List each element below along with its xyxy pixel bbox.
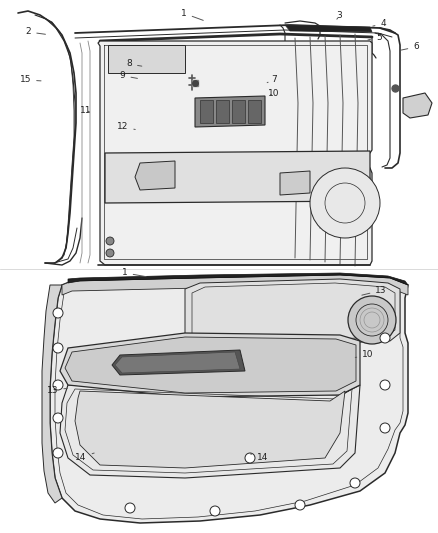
Polygon shape (60, 333, 360, 397)
Text: 2: 2 (26, 28, 46, 36)
Text: 13: 13 (47, 386, 67, 394)
Text: 13: 13 (362, 286, 387, 295)
Polygon shape (42, 285, 62, 503)
Circle shape (350, 478, 360, 488)
Circle shape (53, 308, 63, 318)
Circle shape (106, 237, 114, 245)
Circle shape (310, 168, 380, 238)
Polygon shape (68, 273, 408, 285)
Polygon shape (135, 161, 175, 190)
Circle shape (53, 380, 63, 390)
Text: 15: 15 (20, 76, 41, 84)
Circle shape (380, 423, 390, 433)
Polygon shape (5, 13, 433, 265)
Text: 9: 9 (120, 71, 138, 80)
Polygon shape (216, 100, 229, 123)
Circle shape (210, 506, 220, 516)
Polygon shape (75, 391, 345, 468)
Text: 8: 8 (126, 60, 142, 68)
Circle shape (53, 413, 63, 423)
Circle shape (380, 333, 390, 343)
Polygon shape (185, 279, 400, 346)
Polygon shape (98, 41, 372, 265)
Circle shape (245, 453, 255, 463)
Text: 5: 5 (368, 33, 382, 42)
Polygon shape (115, 352, 240, 373)
Polygon shape (285, 25, 372, 32)
Polygon shape (50, 275, 408, 523)
Text: 10: 10 (355, 350, 374, 359)
Circle shape (348, 296, 396, 344)
Text: 6: 6 (401, 43, 419, 51)
Polygon shape (280, 171, 310, 195)
Polygon shape (65, 337, 356, 393)
Circle shape (53, 448, 63, 458)
Circle shape (106, 249, 114, 257)
Polygon shape (200, 100, 213, 123)
Circle shape (125, 503, 135, 513)
Polygon shape (403, 93, 432, 118)
Text: 1: 1 (122, 269, 146, 277)
Text: 14: 14 (75, 453, 94, 462)
Polygon shape (108, 45, 185, 73)
Text: 7: 7 (267, 76, 277, 84)
Text: 4: 4 (373, 20, 386, 28)
Text: 10: 10 (268, 89, 279, 98)
Polygon shape (195, 96, 265, 127)
Circle shape (53, 343, 63, 353)
Text: 11: 11 (80, 107, 91, 115)
Circle shape (295, 500, 305, 510)
Circle shape (380, 380, 390, 390)
Polygon shape (248, 100, 261, 123)
Polygon shape (105, 151, 370, 203)
Text: 3: 3 (336, 12, 343, 20)
Polygon shape (232, 100, 245, 123)
Polygon shape (60, 385, 360, 478)
Text: 12: 12 (117, 123, 135, 131)
Text: 1: 1 (181, 9, 203, 20)
Polygon shape (62, 275, 408, 295)
Text: 14: 14 (250, 453, 268, 462)
Polygon shape (112, 350, 245, 375)
